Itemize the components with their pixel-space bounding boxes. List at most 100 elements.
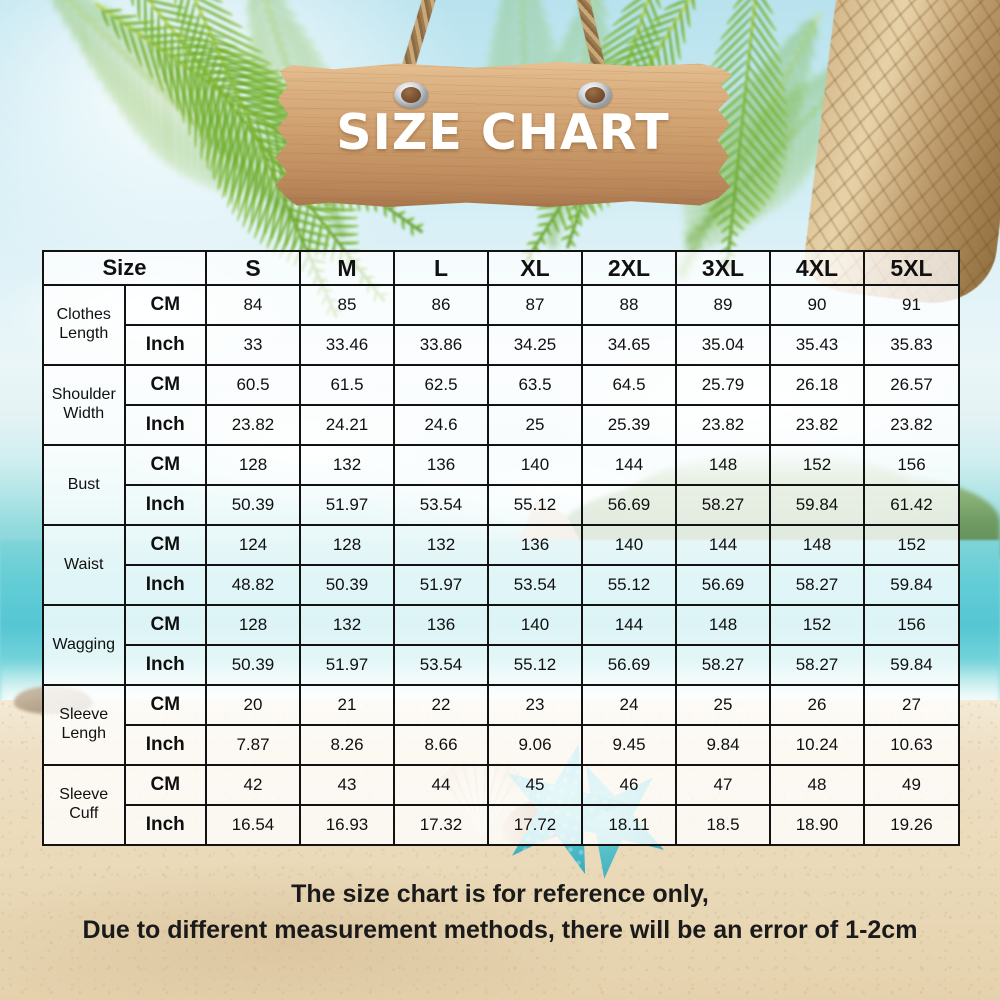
cell-sleeve-lengh-cm-l: 22 [393,684,489,726]
unit-cell-cm: CM [123,524,207,566]
cell-clothes-length-inch-l: 33.86 [393,324,489,366]
cell-sleeve-cuff-cm-3xl: 47 [675,764,771,806]
table-row: Inch 16.54 16.93 17.32 17.72 18.11 18.5 18.90 19… [43,804,960,846]
cell-shoulder-width-cm-2xl: 64.5 [581,364,677,406]
cell-clothes-length-cm-5xl: 91 [863,284,960,326]
cell-shoulder-width-cm-l: 62.5 [393,364,489,406]
cell-bust-inch-m: 51.97 [299,484,395,526]
cell-clothes-length-cm-3xl: 89 [675,284,771,326]
cell-waist-cm-3xl: 144 [675,524,771,566]
cell-sleeve-lengh-cm-2xl: 24 [581,684,677,726]
cell-clothes-length-inch-2xl: 34.65 [581,324,677,366]
cell-wagging-inch-4xl: 58.27 [769,644,865,686]
cell-waist-cm-l: 132 [393,524,489,566]
cell-sleeve-lengh-cm-m: 21 [299,684,395,726]
cell-shoulder-width-inch-3xl: 23.82 [675,404,771,446]
cell-waist-cm-5xl: 152 [863,524,960,566]
row-label-sleeve-cuff: Sleeve Cuff [42,764,126,846]
cell-clothes-length-inch-s: 33 [205,324,301,366]
cell-bust-cm-5xl: 156 [863,444,960,486]
cell-sleeve-cuff-inch-l: 17.32 [393,804,489,846]
cell-sleeve-lengh-inch-m: 8.26 [299,724,395,766]
cell-shoulder-width-inch-2xl: 25.39 [581,404,677,446]
cell-sleeve-cuff-inch-s: 16.54 [205,804,301,846]
disclaimer-note: The size chart is for reference only, Du… [0,876,1000,948]
cell-sleeve-lengh-inch-s: 7.87 [205,724,301,766]
cell-sleeve-lengh-cm-5xl: 27 [863,684,960,726]
cell-clothes-length-cm-4xl: 90 [769,284,865,326]
cell-wagging-cm-5xl: 156 [863,604,960,646]
cell-bust-inch-xl: 55.12 [487,484,583,526]
cell-wagging-inch-m: 51.97 [299,644,395,686]
cell-shoulder-width-inch-l: 24.6 [393,404,489,446]
cell-bust-inch-s: 50.39 [205,484,301,526]
cell-sleeve-cuff-cm-4xl: 48 [769,764,865,806]
unit-cell-inch: Inch [123,804,207,846]
cell-shoulder-width-inch-4xl: 23.82 [769,404,865,446]
cell-shoulder-width-inch-5xl: 23.82 [863,404,960,446]
cell-bust-cm-3xl: 148 [675,444,771,486]
cell-wagging-inch-5xl: 59.84 [863,644,960,686]
cell-shoulder-width-inch-m: 24.21 [299,404,395,446]
sign-board-grain [275,62,732,207]
unit-cell-cm: CM [123,284,207,326]
table-row: Clothes Length CM 84 85 86 87 88 89 90 91 [42,284,960,366]
row-label-waist: Waist [42,524,126,606]
table-body: Clothes Length CM 84 85 86 87 88 89 90 91 Inch 33 33… [42,284,960,846]
table-header: Size S M L XL 2XL 3XL 4XL 5XL [42,250,960,286]
cell-bust-cm-2xl: 144 [581,444,677,486]
cell-sleeve-cuff-inch-m: 16.93 [299,804,395,846]
column-header-2xl: 2XL [581,250,677,286]
disclaimer-line-1: The size chart is for reference only, [291,880,709,908]
cell-bust-cm-s: 128 [205,444,301,486]
cell-wagging-cm-3xl: 148 [675,604,771,646]
cell-clothes-length-cm-2xl: 88 [581,284,677,326]
unit-cell-cm: CM [123,364,207,406]
table-row: Bust CM 128 132 136 140 144 148 152 156 [42,444,960,526]
cell-sleeve-cuff-inch-4xl: 18.90 [769,804,865,846]
cell-bust-cm-m: 132 [299,444,395,486]
cell-sleeve-lengh-cm-s: 20 [205,684,301,726]
cell-wagging-cm-xl: 140 [487,604,583,646]
cell-shoulder-width-inch-xl: 25 [487,404,583,446]
cell-shoulder-width-cm-4xl: 26.18 [769,364,865,406]
unit-cell-inch: Inch [123,324,207,366]
cell-shoulder-width-cm-s: 60.5 [205,364,301,406]
cell-wagging-inch-s: 50.39 [205,644,301,686]
cell-clothes-length-inch-xl: 34.25 [487,324,583,366]
column-header-size: Size [42,250,207,286]
cell-waist-cm-m: 128 [299,524,395,566]
table-header-row: Size S M L XL 2XL 3XL 4XL 5XL [42,250,960,286]
table-row: Wagging CM 128 132 136 140 144 148 152 156 [42,604,960,686]
cell-sleeve-lengh-inch-l: 8.66 [393,724,489,766]
cell-shoulder-width-inch-s: 23.82 [205,404,301,446]
table-row: Sleeve Cuff CM 42 43 44 45 46 47 48 49 [42,764,960,846]
cell-clothes-length-cm-s: 84 [205,284,301,326]
cell-waist-inch-l: 51.97 [393,564,489,606]
cell-wagging-inch-3xl: 58.27 [675,644,771,686]
cell-bust-inch-3xl: 58.27 [675,484,771,526]
cell-bust-inch-l: 53.54 [393,484,489,526]
cell-wagging-cm-s: 128 [205,604,301,646]
column-header-xl: XL [487,250,583,286]
cell-sleeve-lengh-cm-3xl: 25 [675,684,771,726]
column-header-3xl: 3XL [675,250,771,286]
cell-sleeve-lengh-cm-4xl: 26 [769,684,865,726]
table-row: Inch 23.82 24.21 24.6 25 25.39 23.82 23.82 23.82 [43,404,960,446]
cell-wagging-cm-m: 132 [299,604,395,646]
size-chart-table-container: Size S M L XL 2XL 3XL 4XL 5XL Clothes Le… [42,250,960,846]
cell-sleeve-cuff-inch-xl: 17.72 [487,804,583,846]
cell-waist-inch-m: 50.39 [299,564,395,606]
cell-bust-inch-2xl: 56.69 [581,484,677,526]
column-header-4xl: 4XL [769,250,865,286]
cell-bust-cm-4xl: 152 [769,444,865,486]
cell-waist-cm-2xl: 140 [581,524,677,566]
cell-waist-cm-4xl: 148 [769,524,865,566]
cell-clothes-length-cm-l: 86 [393,284,489,326]
cell-waist-inch-5xl: 59.84 [863,564,960,606]
cell-bust-cm-xl: 140 [487,444,583,486]
row-label-wagging: Wagging [42,604,126,686]
row-label-bust: Bust [42,444,126,526]
row-label-shoulder-width: Shoulder Width [42,364,126,446]
